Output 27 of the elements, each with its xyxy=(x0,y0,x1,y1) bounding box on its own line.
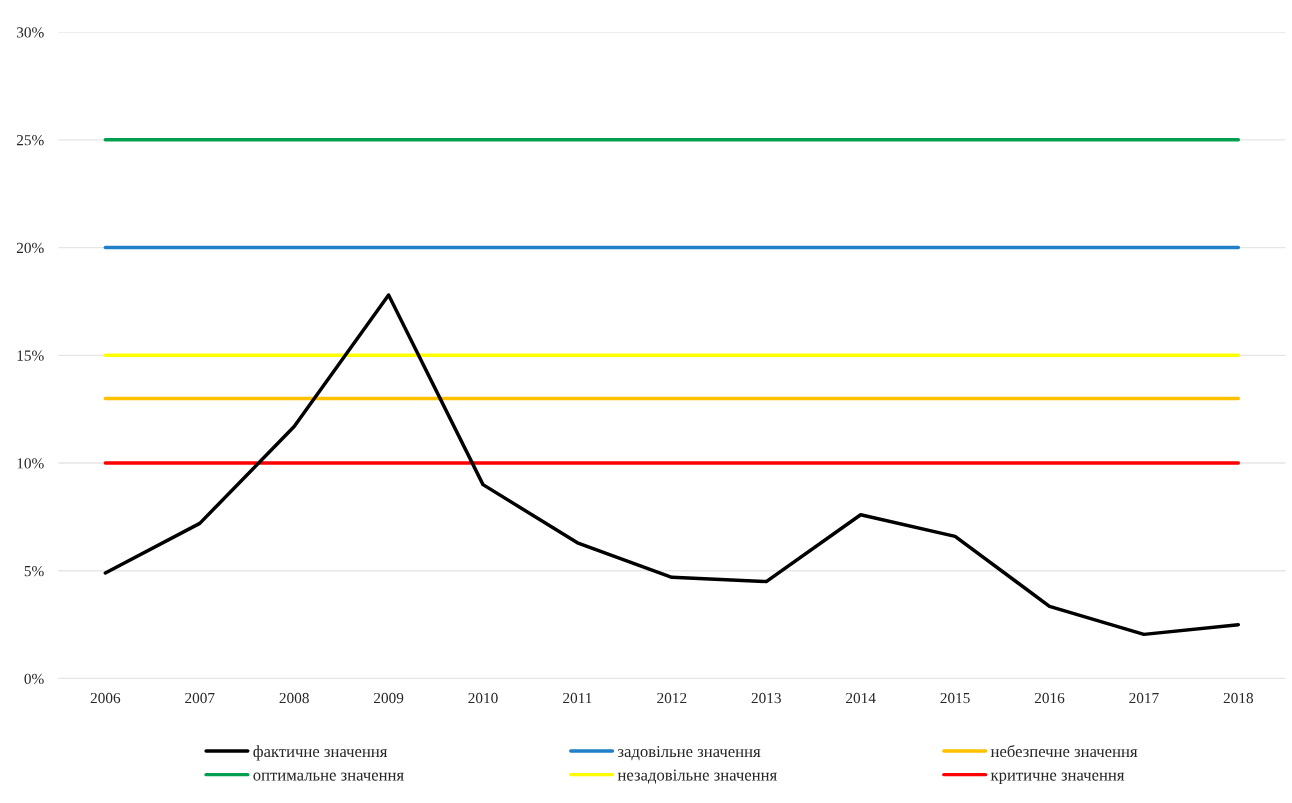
legend-label: незадовільне значення xyxy=(617,769,777,784)
y-tick-label: 15% xyxy=(17,350,44,361)
x-tick-label: 2010 xyxy=(468,692,498,704)
legend-label: критичне значення xyxy=(990,772,1125,785)
y-tick-label: 30% xyxy=(16,27,44,38)
y-tick-label: 25% xyxy=(16,135,44,146)
x-tick-label: 2012 xyxy=(657,692,687,704)
line-series xyxy=(103,293,1241,637)
x-tick-label: 2014 xyxy=(846,692,876,704)
x-tick-label: 2011 xyxy=(563,692,592,704)
legend-label: оптимальне значення xyxy=(253,772,404,781)
legend-label: фактичне значення xyxy=(253,745,388,761)
legend-label: небезпечне значення xyxy=(990,744,1138,758)
x-tick-label: 2006 xyxy=(90,692,121,704)
legend-label: задовільне значення xyxy=(617,745,761,761)
x-tick-label: 2009 xyxy=(373,692,404,704)
x-tick-label: 2018 xyxy=(1223,692,1254,704)
y-tick-label: 10% xyxy=(17,458,44,469)
x-tick-label: 2015 xyxy=(940,692,970,704)
x-tick-label: 2007 xyxy=(185,692,215,704)
x-tick-label: 2008 xyxy=(279,692,309,704)
y-tick-label: 20% xyxy=(16,242,44,254)
y-tick-label: 5% xyxy=(24,565,44,577)
x-tick-label: 2017 xyxy=(1129,692,1159,704)
y-tick-label: 0% xyxy=(24,673,44,685)
x-tick-label: 2016 xyxy=(1034,692,1065,704)
x-tick-label: 2013 xyxy=(751,692,781,704)
